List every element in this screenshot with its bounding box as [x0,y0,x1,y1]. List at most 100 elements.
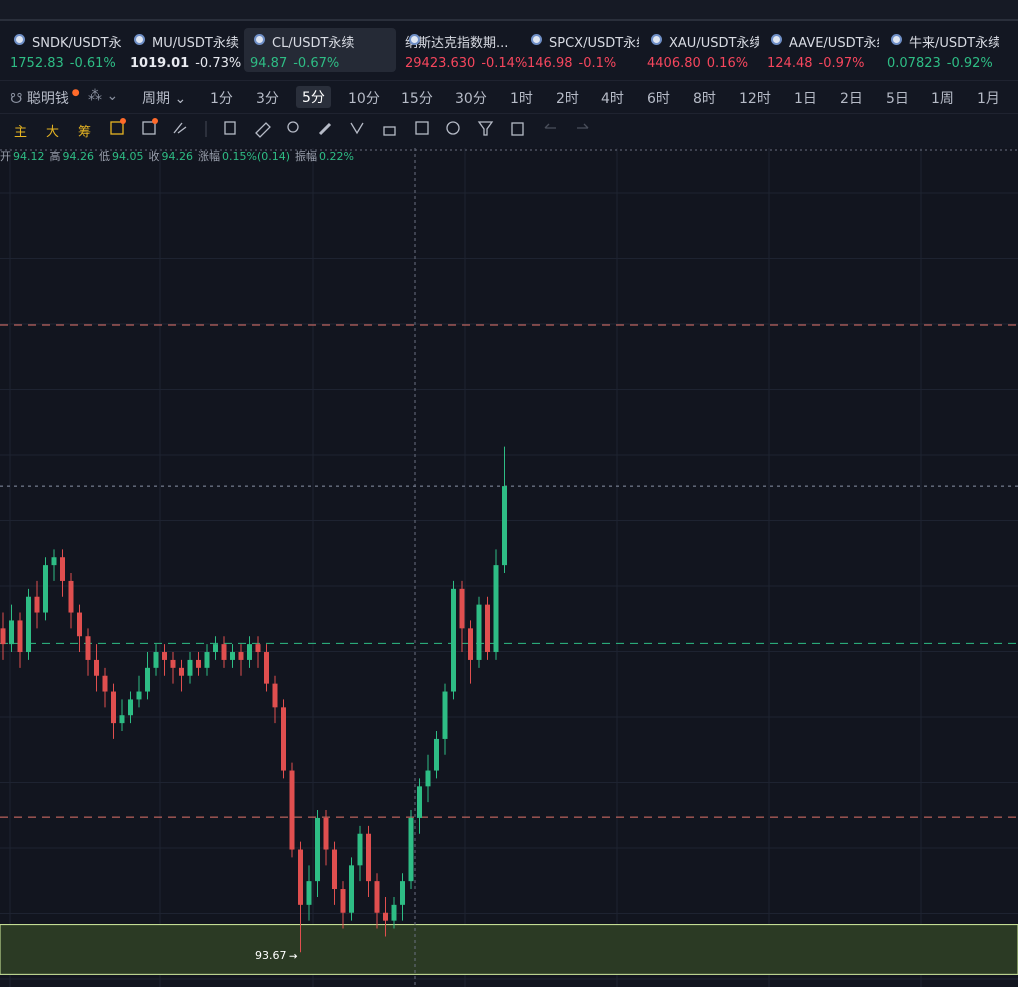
candle-body [374,881,380,913]
layout-button[interactable]: ⁂ ⌄ [88,88,119,104]
low-price-arrow [289,953,298,959]
ticker-tab[interactable]: SPCX/USDT永续 146.98 -0.1% [521,28,639,72]
period-button[interactable]: 1月 [977,91,1000,107]
ticker-tab[interactable]: XAU/USDT永续 4406.80 0.16% [641,28,759,72]
ticker-quote: 124.48 -0.97% [767,56,879,71]
ticker-price: 146.98 [527,56,573,71]
period-button[interactable]: 8时 [693,91,716,107]
candle-body [485,604,490,653]
period-button[interactable]: 30分 [455,91,487,107]
indicator-button[interactable]: ☋ 聪明钱 ● [10,88,80,107]
tool-icon[interactable] [477,121,494,136]
tool-icon[interactable] [318,122,332,136]
tool-icon[interactable] [446,121,460,135]
period-bar: ☋ 聪明钱 ● ⁂ ⌄ 周期 ⌄ 1分 3分 5分 10分 15分 30分 1时 2时 4时 6时… [0,80,1018,114]
candle-body [34,596,40,613]
tool-bar: 主大筹 [0,113,1018,145]
candle-body [349,865,354,913]
tool-icon[interactable] [142,121,156,135]
period-button[interactable]: 2日 [840,91,863,107]
ticker-quote: 1752.83 -0.61% [10,56,122,71]
ticker-tab[interactable]: CL/USDT永续 94.87 -0.67% [244,28,396,72]
period-button[interactable]: 15分 [401,91,433,107]
period-button[interactable]: 12时 [739,91,771,107]
period-menu[interactable]: 周期 ⌄ [142,91,187,107]
ticker-quote: 146.98 -0.1% [527,56,639,71]
redo-icon[interactable] [577,123,589,129]
ticker-tab[interactable]: MU/USDT永续 1019.01 -0.73% [124,28,242,72]
period-menu-label: 周期 [142,91,170,107]
candle-body [493,565,499,653]
tool-icon[interactable] [255,122,271,138]
indicator-label: 聪明钱 [26,91,69,107]
tool-button[interactable]: 筹 [78,125,92,140]
top-bar [0,0,1018,21]
legend-value: 94.12 [13,150,45,163]
period-button[interactable]: 10分 [348,91,380,107]
period-button[interactable]: 1周 [931,91,954,107]
candle-body [383,912,388,921]
ticker-tab[interactable]: 纳斯达克指数期... 29423.630 -0.14% [399,28,527,72]
candle-body [196,659,201,668]
ticker-name: XAU/USDT永续 [647,32,759,51]
legend-label: 振幅 [295,150,318,163]
candle-body [43,565,48,613]
period-button[interactable]: 5分 [296,86,331,108]
candle-body [170,659,176,668]
candle-body [153,652,159,668]
ticker-change: -0.1% [578,56,617,71]
candle-body [111,691,116,724]
ticker-price: 29423.630 [405,56,476,71]
ticker-name: 牛来/USDT永续 [887,32,999,51]
tool-button[interactable]: 主 [14,125,28,140]
candle-body [408,817,414,882]
ticker-quote: 0.07823 -0.92% [887,56,999,71]
candle-body [230,652,235,660]
candle-body [281,707,286,771]
candle-body [289,770,295,850]
tool-icon[interactable] [173,122,187,134]
tool-icon[interactable] [224,121,236,135]
ticker-price: 0.07823 [887,56,941,71]
period-button[interactable]: 3分 [256,91,279,107]
ticker-change: -0.92% [946,56,993,71]
period-button[interactable]: 1时 [510,91,533,107]
period-button[interactable]: 1日 [794,91,817,107]
ticker-tab[interactable]: SNDK/USDT永续 1752.83 -0.61% [4,28,122,72]
tool-icon[interactable] [511,122,524,136]
candle-body [451,588,456,692]
ticker-tab[interactable]: 牛来/USDT永续 0.07823 -0.92% [881,28,999,72]
ticker-change: -0.14% [481,56,528,71]
candle-body [119,715,125,724]
tool-icon[interactable] [415,121,429,135]
period-button[interactable]: 1分 [210,91,233,107]
candle-body [60,557,65,581]
undo-icon[interactable] [544,123,556,129]
candle-body [323,817,329,850]
tool-icon[interactable] [287,121,299,133]
legend-value: 94.05 [112,150,144,163]
legend-value: 0.15%(0.14) [222,150,291,163]
tool-icon[interactable] [110,121,124,135]
legend-label: 涨幅 [198,150,220,163]
chart-background [0,148,1018,987]
tool-icon[interactable] [383,126,396,136]
ticker-price: 4406.80 [647,56,701,71]
candle-body [204,652,210,668]
ticker-change: -0.73% [195,56,242,71]
tool-icon[interactable] [350,122,364,135]
candle-body [9,620,14,645]
period-button[interactable]: 2时 [556,91,579,107]
candle-body [298,849,303,905]
ticker-change: 0.16% [706,56,749,71]
period-button[interactable]: 5日 [886,91,909,107]
period-button[interactable]: 4时 [601,91,624,107]
candle-body [94,659,99,676]
legend-label: 低 [99,150,110,163]
ticker-tab[interactable]: AAVE/USDT永续 124.48 -0.97% [761,28,879,72]
period-button[interactable]: 6时 [647,91,670,107]
legend-value: 0.22% [319,150,354,163]
tool-button[interactable]: 大 [46,125,60,140]
